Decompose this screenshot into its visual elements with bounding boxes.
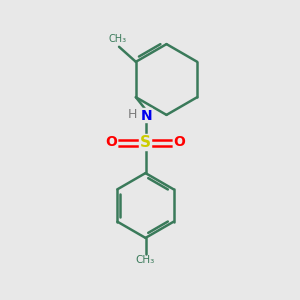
Text: H: H bbox=[128, 108, 138, 122]
Text: CH₃: CH₃ bbox=[109, 34, 127, 44]
Text: O: O bbox=[106, 136, 118, 149]
Text: CH₃: CH₃ bbox=[136, 255, 155, 265]
Text: O: O bbox=[173, 136, 185, 149]
Text: S: S bbox=[140, 135, 151, 150]
Text: N: N bbox=[140, 109, 152, 122]
